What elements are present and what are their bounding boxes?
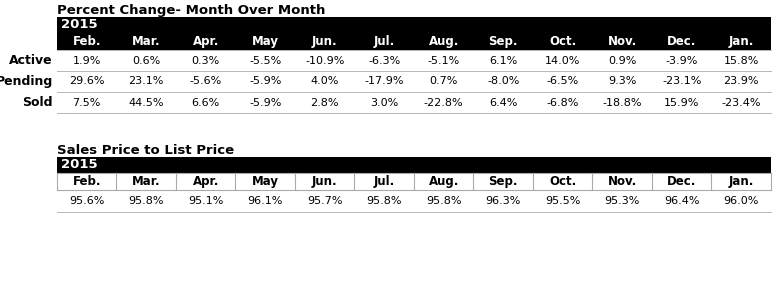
Text: 95.7%: 95.7% (307, 196, 342, 206)
Text: -5.9%: -5.9% (249, 76, 282, 87)
Text: 2.8%: 2.8% (310, 98, 339, 107)
Text: -6.3%: -6.3% (368, 56, 401, 65)
Text: Aug.: Aug. (429, 35, 459, 48)
Text: 6.4%: 6.4% (489, 98, 517, 107)
Text: Jul.: Jul. (373, 35, 395, 48)
Text: Feb.: Feb. (72, 35, 101, 48)
Text: Apr.: Apr. (193, 35, 219, 48)
Text: May: May (252, 175, 279, 188)
Text: Jun.: Jun. (312, 35, 338, 48)
Text: Mar.: Mar. (132, 35, 160, 48)
Text: Dec.: Dec. (667, 175, 696, 188)
Text: Sep.: Sep. (489, 35, 518, 48)
Text: 14.0%: 14.0% (545, 56, 580, 65)
Text: 29.6%: 29.6% (69, 76, 104, 87)
Text: Sold: Sold (23, 96, 53, 109)
Text: Nov.: Nov. (608, 175, 637, 188)
Text: 95.1%: 95.1% (188, 196, 223, 206)
Text: Oct.: Oct. (549, 35, 576, 48)
Text: Oct.: Oct. (549, 175, 576, 188)
Text: 0.6%: 0.6% (132, 56, 160, 65)
Text: 1.9%: 1.9% (72, 56, 101, 65)
Text: Active: Active (9, 54, 53, 67)
Text: 0.7%: 0.7% (429, 76, 458, 87)
Text: -17.9%: -17.9% (365, 76, 404, 87)
Text: 23.9%: 23.9% (724, 76, 759, 87)
Text: -6.8%: -6.8% (547, 98, 579, 107)
Text: 96.3%: 96.3% (485, 196, 521, 206)
Text: Pending: Pending (0, 75, 53, 88)
Text: 95.8%: 95.8% (366, 196, 402, 206)
Text: 95.8%: 95.8% (426, 196, 461, 206)
Text: 95.8%: 95.8% (128, 196, 164, 206)
Text: 4.0%: 4.0% (310, 76, 339, 87)
Text: Feb.: Feb. (72, 175, 101, 188)
Text: -8.0%: -8.0% (487, 76, 520, 87)
Text: -5.5%: -5.5% (249, 56, 282, 65)
Text: 9.3%: 9.3% (608, 76, 636, 87)
Text: Sales Price to List Price: Sales Price to List Price (57, 144, 234, 157)
Text: 96.0%: 96.0% (724, 196, 759, 206)
Text: Jul.: Jul. (373, 175, 395, 188)
Bar (57, 17, 771, 50)
Text: -6.5%: -6.5% (547, 76, 579, 87)
Bar (57, 173, 771, 190)
Text: -18.8%: -18.8% (602, 98, 642, 107)
Text: 0.9%: 0.9% (608, 56, 636, 65)
Text: -23.4%: -23.4% (721, 98, 761, 107)
Bar (57, 157, 771, 173)
Text: Apr.: Apr. (193, 175, 219, 188)
Text: Jan.: Jan. (728, 175, 754, 188)
Text: 23.1%: 23.1% (128, 76, 164, 87)
Text: 44.5%: 44.5% (128, 98, 164, 107)
Text: -3.9%: -3.9% (665, 56, 698, 65)
Text: 95.5%: 95.5% (545, 196, 580, 206)
Text: 95.6%: 95.6% (69, 196, 104, 206)
Text: -5.1%: -5.1% (428, 56, 460, 65)
Text: -5.9%: -5.9% (249, 98, 282, 107)
Text: 3.0%: 3.0% (370, 98, 398, 107)
Text: Aug.: Aug. (429, 175, 459, 188)
Text: Percent Change- Month Over Month: Percent Change- Month Over Month (57, 4, 325, 17)
Text: Jun.: Jun. (312, 175, 338, 188)
Text: -5.6%: -5.6% (190, 76, 222, 87)
Text: 6.1%: 6.1% (489, 56, 517, 65)
Text: 7.5%: 7.5% (72, 98, 101, 107)
Text: Dec.: Dec. (667, 35, 696, 48)
Text: Nov.: Nov. (608, 35, 637, 48)
Text: 15.8%: 15.8% (724, 56, 759, 65)
Text: 2015: 2015 (61, 158, 97, 171)
Text: May: May (252, 35, 279, 48)
Text: Sep.: Sep. (489, 175, 518, 188)
Text: -10.9%: -10.9% (305, 56, 345, 65)
Text: 96.4%: 96.4% (664, 196, 699, 206)
Text: 15.9%: 15.9% (664, 98, 699, 107)
Text: Mar.: Mar. (132, 175, 160, 188)
Text: -23.1%: -23.1% (662, 76, 702, 87)
Text: -22.8%: -22.8% (424, 98, 464, 107)
Text: 6.6%: 6.6% (191, 98, 220, 107)
Text: Jan.: Jan. (728, 35, 754, 48)
Text: 96.1%: 96.1% (247, 196, 283, 206)
Text: 2015: 2015 (61, 19, 97, 32)
Text: 95.3%: 95.3% (605, 196, 640, 206)
Text: 0.3%: 0.3% (191, 56, 220, 65)
